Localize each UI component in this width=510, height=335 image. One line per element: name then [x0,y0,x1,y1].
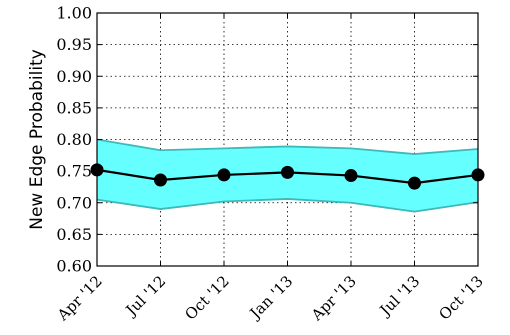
y-tick-label: 0.60 [56,257,92,276]
y-tick-label: 0.70 [56,193,92,212]
grid-lines [97,13,478,266]
data-point [281,165,294,179]
data-point [217,168,231,182]
y-axis-label: New Edge Probability [27,49,47,230]
x-tick-label: Oct '12 [181,272,232,323]
y-tick-label: 0.65 [56,225,92,244]
data-point [408,176,421,190]
data-point [154,173,167,187]
y-tick-label: 0.85 [56,98,92,117]
data-point [344,169,358,183]
x-tick-label: Jan '13 [245,272,296,323]
x-tick-label: Apr '12 [53,272,106,325]
y-tick-label: 0.75 [56,162,92,181]
x-tick-label: Jul '12 [121,272,169,320]
y-tick-label: 0.80 [56,130,92,149]
y-tick-label: 0.90 [56,67,92,86]
y-tick-label: 0.95 [56,35,92,54]
x-tick-label: Oct '13 [435,272,486,323]
band-lower-edge [96,198,479,213]
y-tick-label: 1.00 [56,4,92,23]
x-tick-label: Jul '13 [375,272,423,320]
y-axis-ticks: 0.60 0.65 0.70 0.75 0.80 0.85 0.90 0.95 1.00 [56,4,478,276]
x-tick-label: Apr '13 [307,272,360,325]
band-upper-edge [96,138,479,155]
